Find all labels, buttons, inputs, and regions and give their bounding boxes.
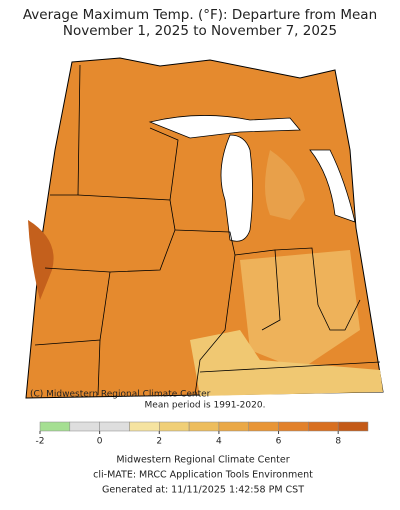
footer-line: Generated at: 11/11/2025 1:42:58 PM CST [102, 485, 304, 496]
map-shade [190, 330, 383, 396]
colorbar-bin [129, 421, 160, 432]
colorbar-bin [218, 421, 249, 432]
title: Average Maximum Temp. (°F): Departure fr… [23, 7, 377, 23]
subtitle: November 1, 2025 to November 7, 2025 [63, 23, 337, 39]
colorbar: -2 0 2 4 6 8 [36, 421, 369, 447]
colorbar-bin [278, 421, 309, 432]
footer: Midwestern Regional Climate Center cli-MA… [93, 455, 313, 496]
mean-period-note: Mean period is 1991-2020. [145, 401, 266, 411]
colorbar-bin [39, 421, 71, 432]
lake [309, 149, 356, 223]
colorbar-tick-label: 8 [335, 437, 341, 447]
colorbar-tick-label: -2 [36, 437, 45, 447]
state-borders [34, 64, 381, 396]
colorbar-tick-label: 6 [276, 437, 282, 447]
colorbar-bin [337, 421, 369, 432]
map [25, 57, 384, 399]
colorbar-bin [69, 421, 100, 432]
lake [220, 134, 253, 242]
map-shade [240, 250, 360, 370]
colorbar-bin [188, 421, 220, 432]
lake [148, 115, 301, 139]
footer-line: Midwestern Regional Climate Center [116, 455, 289, 466]
colorbar-bin [248, 421, 279, 432]
colorbar-bin [308, 421, 339, 432]
colorbar-bin [159, 421, 190, 432]
map-credit: (C) Midwestern Regional Climate Center [30, 390, 211, 400]
colorbar-tick-label: 2 [156, 437, 162, 447]
colorbar-tick-label: 4 [216, 437, 222, 447]
colorbar-bin [99, 421, 130, 432]
map-shade [265, 150, 305, 220]
footer-line: cli-MATE: MRCC Application Tools Environ… [93, 470, 313, 481]
map-shade [28, 220, 54, 300]
colorbar-tick-label: 0 [97, 437, 103, 447]
